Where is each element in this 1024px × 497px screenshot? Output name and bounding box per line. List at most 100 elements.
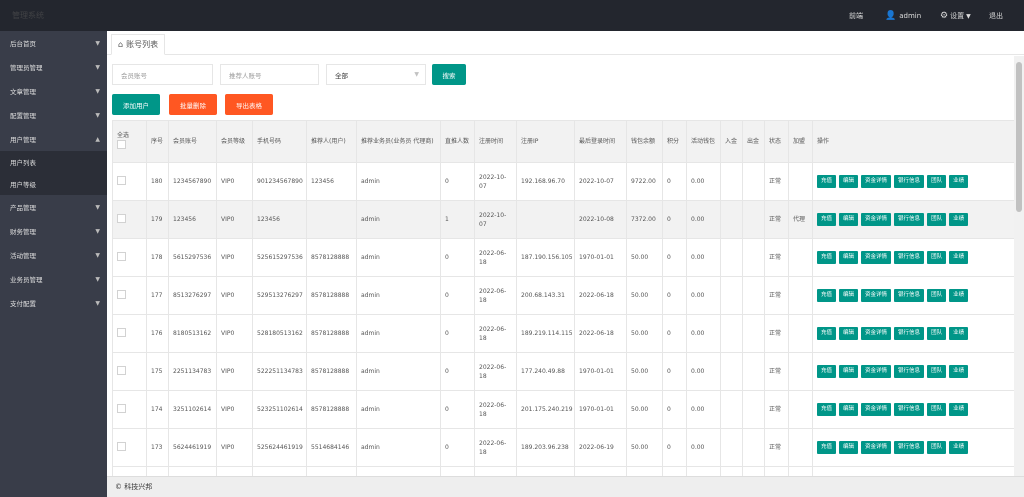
edit-button[interactable]: 编辑	[839, 403, 859, 416]
fund-details-button[interactable]: 资金详情	[861, 251, 892, 264]
fund-details-button[interactable]: 资金详情	[861, 213, 892, 226]
operation-cell: 充值编辑资金详情银行信息团队业绩	[812, 352, 1014, 391]
sidebar-item[interactable]: 后台首页 ▼	[0, 31, 107, 55]
table-cell	[742, 200, 765, 239]
performance-button[interactable]: 业绩	[949, 441, 969, 454]
fund-details-button[interactable]: 资金详情	[861, 327, 892, 340]
table-cell: 7372.00	[626, 200, 663, 239]
team-button[interactable]: 团队	[927, 251, 947, 264]
recharge-button[interactable]: 充值	[817, 327, 837, 340]
front-link[interactable]: 前端	[849, 12, 863, 20]
search-button[interactable]: 搜索	[432, 64, 466, 85]
row-checkbox[interactable]	[117, 403, 126, 413]
table-cell	[742, 390, 765, 429]
performance-button[interactable]: 业绩	[949, 365, 969, 378]
sidebar-item[interactable]: 产品管理 ▼	[0, 195, 107, 219]
performance-button[interactable]: 业绩	[949, 403, 969, 416]
sidebar-subitem[interactable]: 用户等级	[0, 173, 107, 195]
batch-delete-button[interactable]: 批量删除	[169, 94, 217, 115]
recharge-button[interactable]: 充值	[817, 251, 837, 264]
fund-details-button[interactable]: 资金详情	[861, 441, 892, 454]
edit-button[interactable]: 编辑	[839, 213, 859, 226]
table-cell: 正常	[764, 238, 789, 277]
bank-info-button[interactable]: 银行信息	[894, 327, 925, 340]
team-button[interactable]: 团队	[927, 213, 947, 226]
recharge-button[interactable]: 充值	[817, 213, 837, 226]
team-button[interactable]: 团队	[927, 175, 947, 188]
sidebar-item[interactable]: 业务员管理 ▼	[0, 267, 107, 291]
member-account-input[interactable]: 会员账号	[112, 64, 213, 85]
table-cell: 3251102614	[168, 390, 217, 429]
table-cell	[788, 162, 813, 201]
recharge-button[interactable]: 充值	[817, 403, 837, 416]
edit-button[interactable]: 编辑	[839, 365, 859, 378]
bank-info-button[interactable]: 银行信息	[894, 213, 925, 226]
recharge-button[interactable]: 充值	[817, 365, 837, 378]
tab-account-list[interactable]: ⌂ 账号列表	[111, 34, 166, 55]
logout-link[interactable]: 退出	[989, 12, 1003, 20]
edit-button[interactable]: 编辑	[839, 289, 859, 302]
recharge-button[interactable]: 充值	[817, 175, 837, 188]
user-menu[interactable]: 👤 admin	[885, 11, 921, 21]
select-value: 全部	[335, 71, 348, 80]
row-checkbox[interactable]	[117, 289, 126, 299]
table-cell	[742, 276, 765, 315]
recharge-button[interactable]: 充值	[817, 289, 837, 302]
row-checkbox[interactable]	[117, 213, 126, 223]
sidebar-item[interactable]: 管理员管理 ▼	[0, 55, 107, 79]
performance-button[interactable]: 业绩	[949, 251, 969, 264]
team-button[interactable]: 团队	[927, 327, 947, 340]
edit-button[interactable]: 编辑	[839, 327, 859, 340]
sidebar-subitem[interactable]: 用户列表	[0, 151, 107, 173]
edit-button[interactable]: 编辑	[839, 441, 859, 454]
team-button[interactable]: 团队	[927, 441, 947, 454]
bank-info-button[interactable]: 银行信息	[894, 441, 925, 454]
bank-info-button[interactable]: 银行信息	[894, 175, 925, 188]
row-checkbox[interactable]	[117, 365, 126, 375]
bank-info-button[interactable]: 银行信息	[894, 403, 925, 416]
recharge-button[interactable]: 充值	[817, 441, 837, 454]
bank-info-button[interactable]: 银行信息	[894, 289, 925, 302]
team-button[interactable]: 团队	[927, 403, 947, 416]
fund-details-button[interactable]: 资金详情	[861, 175, 892, 188]
referrer-account-input[interactable]: 推荐人账号	[220, 64, 319, 85]
bank-info-button[interactable]: 银行信息	[894, 251, 925, 264]
edit-button[interactable]: 编辑	[839, 175, 859, 188]
table-cell: 5624461919	[168, 428, 217, 467]
fund-details-button[interactable]: 资金详情	[861, 365, 892, 378]
sidebar-item[interactable]: 财务管理 ▼	[0, 219, 107, 243]
table-cell	[720, 162, 743, 201]
sidebar-item[interactable]: 配置管理 ▼	[0, 103, 107, 127]
chevron-down-icon: ▼	[95, 87, 100, 95]
performance-button[interactable]: 业绩	[949, 175, 969, 188]
select-all-checkbox[interactable]	[117, 140, 126, 149]
sidebar-item[interactable]: 文章管理 ▼	[0, 79, 107, 103]
table-cell: 174	[146, 390, 169, 429]
table-row: 176 8180513162 VIP0 528180513162 8578128888 a…	[112, 314, 1014, 353]
sidebar-item[interactable]: 用户管理 ▲	[0, 127, 107, 151]
team-button[interactable]: 团队	[927, 365, 947, 378]
export-button[interactable]: 导出表格	[225, 94, 273, 115]
settings-menu[interactable]: ⚙ 设置 ▼	[940, 11, 971, 21]
row-checkbox[interactable]	[117, 327, 126, 337]
row-checkbox[interactable]	[117, 251, 126, 261]
sidebar-item[interactable]: 活动管理 ▼	[0, 243, 107, 267]
performance-button[interactable]: 业绩	[949, 327, 969, 340]
row-checkbox[interactable]	[117, 175, 126, 185]
performance-button[interactable]: 业绩	[949, 289, 969, 302]
bank-info-button[interactable]: 银行信息	[894, 365, 925, 378]
table-cell: 0	[662, 200, 687, 239]
performance-button[interactable]: 业绩	[949, 213, 969, 226]
fund-details-button[interactable]: 资金详情	[861, 403, 892, 416]
status-select[interactable]: 全部 ▼	[326, 64, 426, 85]
row-checkbox[interactable]	[117, 441, 126, 451]
fund-details-button[interactable]: 资金详情	[861, 289, 892, 302]
table-cell	[742, 162, 765, 201]
sidebar-item[interactable]: 支付配置 ▼	[0, 291, 107, 315]
scrollbar-thumb[interactable]	[1016, 62, 1022, 212]
scrollbar[interactable]	[1014, 56, 1024, 476]
team-button[interactable]: 团队	[927, 289, 947, 302]
table-cell: 正常	[764, 276, 789, 315]
edit-button[interactable]: 编辑	[839, 251, 859, 264]
add-user-button[interactable]: 添加用户	[112, 94, 160, 115]
